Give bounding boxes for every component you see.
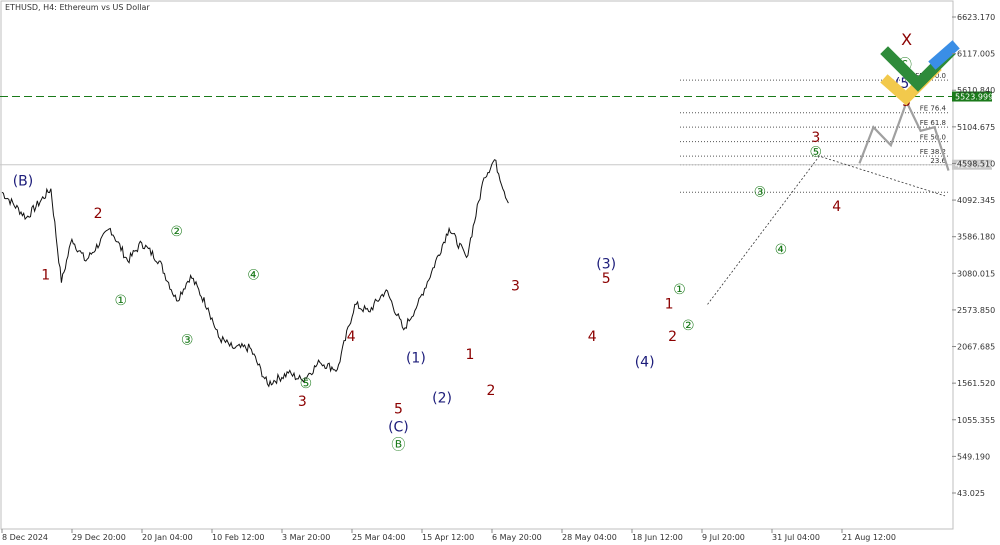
wave-label: (4)	[635, 354, 655, 370]
y-tick-label: 4092.345	[957, 196, 995, 205]
current-price-tag	[952, 159, 992, 170]
y-tick-label: 6623.170	[957, 13, 995, 22]
y-tick-label: 5104.675	[957, 123, 995, 132]
x-tick-label: 8 Dec 2024	[2, 533, 48, 542]
wave-label: ②	[682, 318, 695, 334]
trend-lines	[707, 155, 946, 305]
wave-label: ①	[673, 282, 686, 298]
fib-level-label: FE 76.4	[920, 105, 947, 113]
wave-label: (C)	[388, 419, 409, 435]
wave-label: ④	[247, 267, 260, 283]
wave-label: ①	[114, 293, 127, 309]
wave-label: 5	[602, 271, 611, 287]
y-tick-label: 2067.685	[957, 343, 995, 352]
broker-logo	[880, 40, 960, 106]
wave-label: 2	[487, 383, 496, 399]
wave-label: (B)	[13, 173, 34, 189]
fib-level-label: FE 50.0	[920, 134, 946, 142]
wave-label: (2)	[432, 390, 452, 406]
y-tick-label: 1561.520	[957, 379, 995, 388]
y-tick-label: 6117.005	[957, 50, 995, 59]
price-series	[1, 159, 509, 388]
wave-label: ⑤	[300, 376, 313, 392]
wave-label: 3	[298, 394, 307, 410]
wave-label: 4	[832, 199, 841, 215]
wave-label: 2	[668, 329, 677, 345]
y-tick-label: 43.025	[957, 489, 985, 498]
x-tick-label: 15 Apr 12:00	[422, 533, 474, 542]
wave-label: 4	[588, 329, 597, 345]
wave-label: ②	[170, 224, 183, 240]
wave-label: (1)	[406, 351, 426, 367]
wave-label: ⑤	[810, 145, 823, 161]
x-tick-label: 21 Aug 12:00	[842, 533, 896, 542]
wave-label: Ⓑ	[391, 437, 405, 453]
wave-label: 1	[466, 347, 475, 363]
fib-level-label: FE 61.8	[920, 119, 946, 127]
y-axis: 6623.170 6117.005 5610.840 5104.675 4598.510…	[952, 13, 995, 498]
x-tick-label: 18 Jun 12:00	[632, 533, 683, 542]
wave-label: 4	[347, 329, 356, 345]
wave-label: 3	[811, 130, 820, 146]
target-level-tag	[952, 91, 992, 102]
wave-label: ③	[181, 333, 194, 349]
wave-label: ④	[775, 242, 788, 258]
price-line	[1, 159, 509, 388]
current-price-label: 4581.374	[955, 161, 993, 170]
wave-label: 5	[394, 401, 403, 417]
x-tick-label: 3 Mar 20:00	[282, 533, 330, 542]
chart-title: ETHUSD, H4: Ethereum vs US Dollar	[5, 3, 150, 12]
x-tick-label: 31 Jul 04:00	[772, 533, 820, 542]
y-tick-label: 4598.510	[957, 159, 995, 168]
x-axis: 8 Dec 2024 29 Dec 20:00 20 Jan 04:00 10 Feb…	[1, 529, 896, 542]
x-tick-label: 6 May 20:00	[492, 533, 542, 542]
target-level-label: 5523.999	[955, 93, 993, 102]
wave-label: 3	[511, 278, 520, 294]
wave-label: (3)	[596, 257, 616, 273]
plot-border	[0, 0, 954, 530]
fib-level-label: 23.6	[930, 157, 946, 165]
y-tick-label: 549.190	[957, 452, 990, 461]
wave-label: 1	[41, 267, 50, 283]
x-tick-label: 20 Jan 04:00	[142, 533, 193, 542]
dotted-trend-line	[707, 155, 946, 305]
wave-label: ③	[754, 184, 767, 200]
x-tick-label: 25 Mar 04:00	[352, 533, 405, 542]
target-marker: X	[901, 30, 912, 49]
wave-label: 1	[665, 296, 674, 312]
x-tick-label: 28 May 04:00	[562, 533, 617, 542]
x-tick-label: 29 Dec 20:00	[72, 533, 126, 542]
y-tick-label: 3586.180	[957, 233, 995, 242]
y-tick-label: 3080.015	[957, 269, 995, 278]
fib-level-label: FE 38.2	[920, 148, 946, 156]
horizontal-levels: 5523.999 4581.374	[0, 91, 993, 170]
y-tick-label: 1055.355	[957, 416, 995, 425]
wave-label: 2	[94, 206, 103, 222]
y-tick-label: 2573.850	[957, 306, 995, 315]
y-tick-label: 5610.840	[957, 86, 995, 95]
x-tick-label: 10 Feb 12:00	[212, 533, 264, 542]
wave-labels: (B)12①②③④⑤345(C)Ⓑ(1)(2)12345(3)(4)12①②③④…	[13, 30, 915, 454]
x-tick-label: 9 Jul 20:00	[702, 533, 745, 542]
